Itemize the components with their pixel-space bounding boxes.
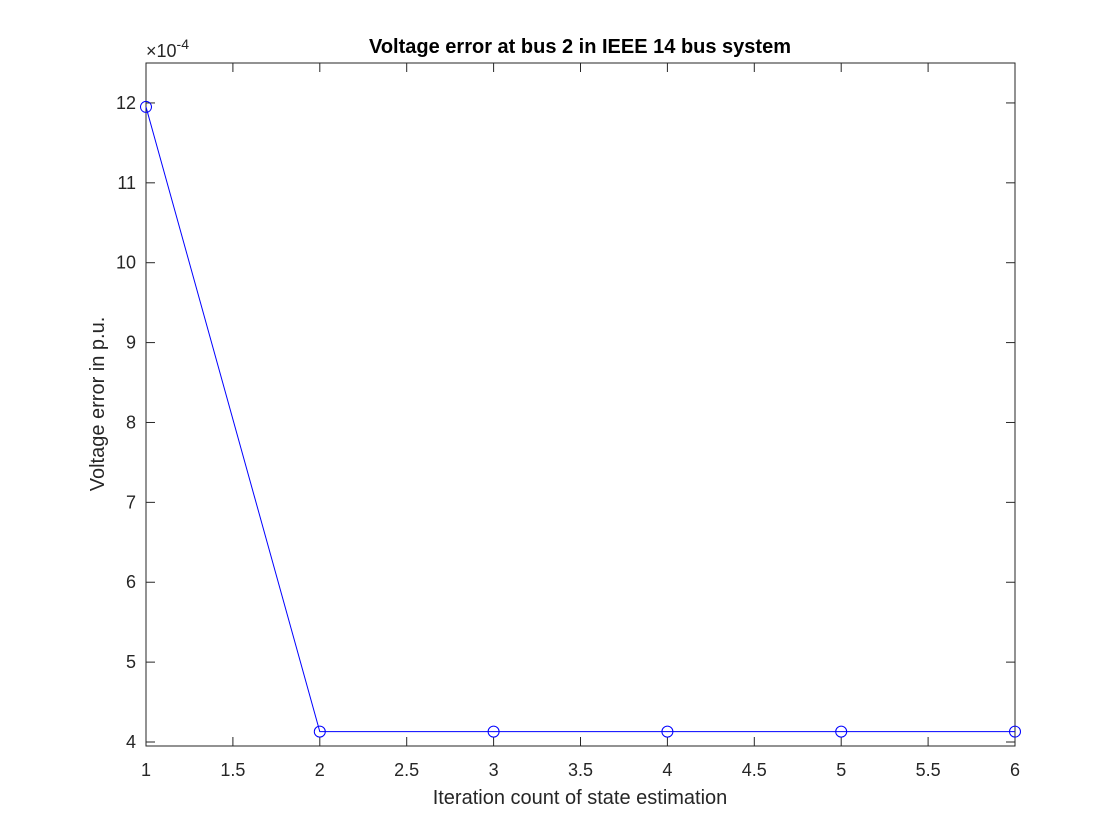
y-tick-label: 4 [126,732,136,752]
y-tick-label: 9 [126,333,136,353]
x-tick-label: 1 [141,760,151,780]
x-tick-label: 2 [315,760,325,780]
y-tick-label: 6 [126,572,136,592]
x-tick-label: 5 [836,760,846,780]
data-point-marker [661,725,674,738]
y-exponent-power: -4 [177,36,190,52]
x-tick-label: 4 [662,760,672,780]
x-tick-labels: 1 1.5 2 2.5 3 3.5 4 4.5 5 5.5 6 [141,760,1020,780]
data-point-marker [1009,725,1021,738]
y-tick-label: 11 [117,173,136,193]
y-tick-label: 10 [116,253,136,273]
plot-area [145,62,1016,747]
x-tick-label: 2.5 [394,760,419,780]
series-layer [140,100,1021,738]
data-point-marker [835,725,848,738]
data-point-marker [487,725,500,738]
x-tick-label: 4.5 [742,760,767,780]
y-exponent-base: ×10 [146,41,177,61]
y-tick-label: 7 [126,492,136,512]
x-tick-label: 3 [489,760,499,780]
x-tick-label: 1.5 [220,760,245,780]
data-point-marker [313,725,326,738]
y-axis-label: Voltage error in p.u. [87,317,109,492]
y-exponent-label: ×10-4 [146,36,189,61]
y-tick-label: 12 [116,93,136,113]
y-tick-label: 8 [126,412,136,432]
data-point-marker [140,100,152,113]
x-tick-label: 3.5 [568,760,593,780]
x-axis-label: Iteration count of state estimation [433,787,728,809]
x-tick-label: 6 [1010,760,1020,780]
y-tick-labels: 4 5 6 7 8 9 10 11 12 [116,93,136,752]
series-line [145,106,1015,733]
chart-title: Voltage error at bus 2 in IEEE 14 bus sy… [369,36,791,58]
tick-marks [145,63,1016,746]
y-tick-label: 5 [126,652,136,672]
x-tick-label: 5.5 [916,760,941,780]
